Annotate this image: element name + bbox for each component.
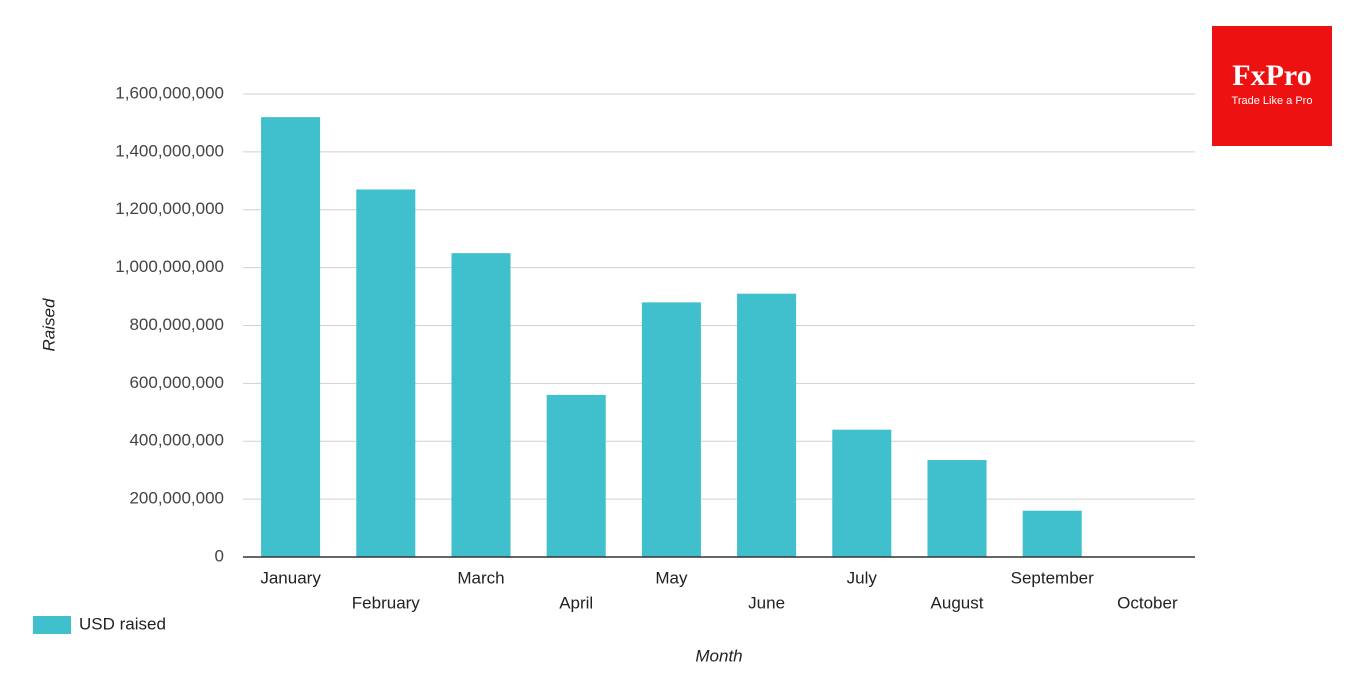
bar <box>261 117 321 558</box>
x-tick-label: May <box>655 568 688 587</box>
y-tick-label: 400,000,000 <box>129 431 224 450</box>
y-tick-label: 200,000,000 <box>129 489 224 508</box>
bar <box>641 302 701 557</box>
y-tick-label: 1,400,000,000 <box>115 141 224 160</box>
legend-label: USD raised <box>79 614 166 633</box>
x-tick-label: August <box>931 593 984 612</box>
x-tick-label: September <box>1011 568 1094 587</box>
x-tick-label: July <box>847 568 878 587</box>
logo-tagline: Trade Like a Pro <box>1232 95 1313 107</box>
y-tick-label: 1,000,000,000 <box>115 257 224 276</box>
x-tick-label: April <box>559 593 593 612</box>
y-axis-title: Raised <box>39 298 58 351</box>
x-axis-title: Month <box>695 646 742 665</box>
x-tick-label: March <box>457 568 504 587</box>
bar <box>451 253 511 557</box>
x-tick-label: January <box>260 568 321 587</box>
bar <box>356 189 416 557</box>
bar <box>927 460 987 557</box>
bar <box>832 429 892 557</box>
bar <box>546 394 606 557</box>
y-tick-label: 600,000,000 <box>129 373 224 392</box>
x-tick-label: February <box>352 593 421 612</box>
logo-box <box>1212 26 1332 146</box>
logo-name: FxPro <box>1232 59 1311 92</box>
bar <box>737 293 797 557</box>
y-tick-label: 1,200,000,000 <box>115 199 224 218</box>
x-tick-label: June <box>748 593 785 612</box>
y-tick-label: 800,000,000 <box>129 315 224 334</box>
legend-swatch <box>33 616 71 634</box>
bar <box>1022 510 1082 557</box>
y-tick-label: 1,600,000,000 <box>115 83 224 102</box>
x-tick-label: October <box>1117 593 1178 612</box>
y-tick-label: 0 <box>215 546 224 565</box>
